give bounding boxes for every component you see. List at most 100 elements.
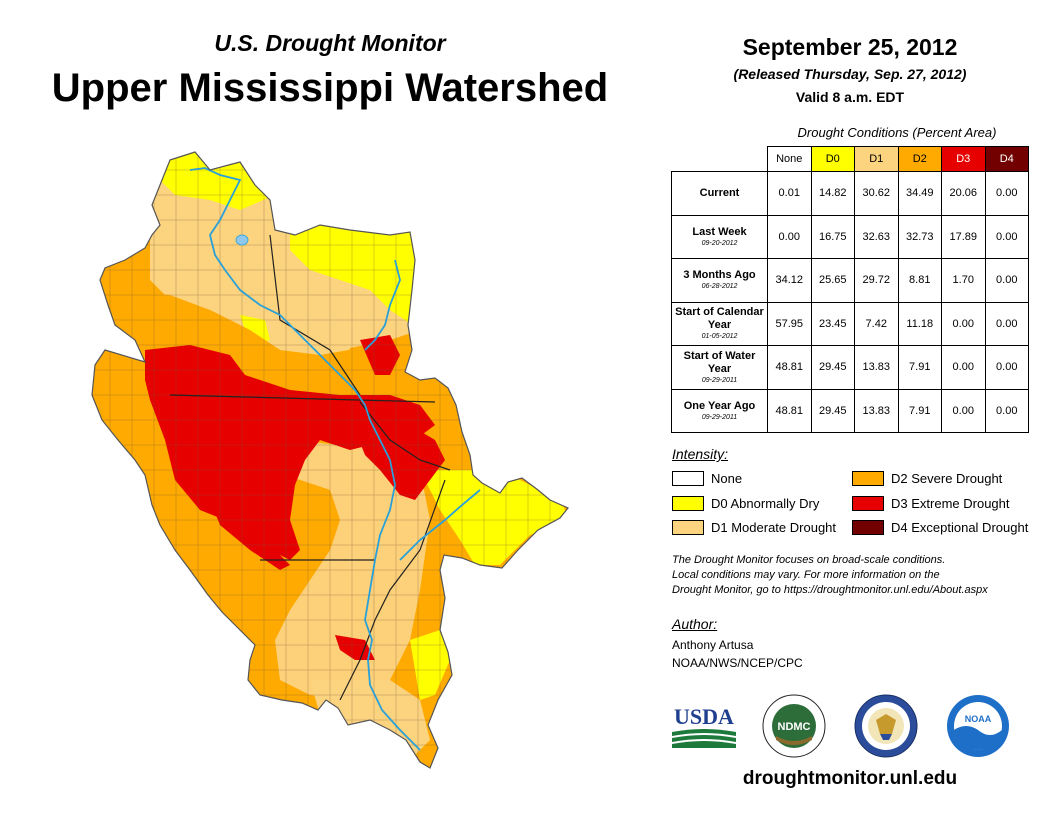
legend-swatch bbox=[672, 471, 704, 486]
table-cell: 0.00 bbox=[941, 301, 986, 346]
table-cell: 34.49 bbox=[897, 171, 942, 216]
ndmc-seal-icon: NDMC bbox=[762, 694, 826, 758]
row-label: Last Week 09-20-2012 bbox=[671, 214, 768, 259]
table-cell: 11.18 bbox=[897, 301, 942, 346]
table-cell: 0.00 bbox=[984, 258, 1029, 303]
table-cell: 7.91 bbox=[897, 345, 942, 390]
table-cell: 32.73 bbox=[897, 214, 942, 259]
ndmc-logo-text: NDMC bbox=[778, 721, 811, 733]
watershed-outline bbox=[91, 151, 569, 769]
table-cell: 32.63 bbox=[854, 214, 899, 259]
note-line: Drought Monitor, go to https://droughtmo… bbox=[672, 584, 988, 596]
table-row: 3 Months Ago 06-28-2012 34.12 25.65 29.72… bbox=[671, 258, 1029, 303]
table-row: Last Week 09-20-2012 0.00 16.75 32.63 32.… bbox=[671, 214, 1029, 259]
table-cell: 8.81 bbox=[897, 258, 942, 303]
row-label: Current bbox=[671, 171, 768, 216]
rivers bbox=[189, 167, 481, 751]
legend-label: D2 Severe Drought bbox=[891, 471, 1003, 486]
table-cell: 0.00 bbox=[984, 301, 1029, 346]
table-row: Current 0.01 14.82 30.62 34.49 20.06 0.0… bbox=[671, 171, 1029, 216]
row-date: 09-20-2012 bbox=[701, 239, 738, 247]
table-cell: 7.42 bbox=[854, 301, 899, 346]
legend-item-d3: D3 Extreme Drought bbox=[852, 496, 1010, 511]
legend-label: D1 Moderate Drought bbox=[711, 520, 837, 535]
map-title: Upper Mississippi Watershed bbox=[51, 66, 609, 110]
table-header-row: None D0 D1 D2 D3 D4 bbox=[671, 146, 1029, 172]
row-label: 3 Months Ago 06-28-2012 bbox=[671, 258, 768, 303]
d0-region-east bbox=[420, 470, 568, 565]
col-header-d0: D0 bbox=[810, 146, 855, 172]
table-cell: 34.12 bbox=[767, 258, 812, 303]
row-label: Start of Water Year 09-29-2011 bbox=[671, 345, 768, 390]
table-cell: 16.75 bbox=[810, 214, 855, 259]
note-line: The Drought Monitor focuses on broad-sca… bbox=[672, 554, 946, 566]
dept-commerce-seal-icon bbox=[854, 694, 918, 758]
author-org: NOAA/NWS/NCEP/CPC bbox=[672, 656, 803, 670]
table-cell: 7.91 bbox=[897, 388, 942, 433]
table-cell: 48.81 bbox=[767, 345, 812, 390]
map-date: September 25, 2012 bbox=[742, 34, 958, 60]
table-cell: 25.65 bbox=[810, 258, 855, 303]
col-header-d2: D2 bbox=[897, 146, 942, 172]
table-cell: 0.00 bbox=[941, 345, 986, 390]
lake-feature bbox=[235, 234, 249, 246]
row-date: 09-29-2011 bbox=[701, 413, 738, 421]
table-cell: 48.81 bbox=[767, 388, 812, 433]
legend-label: D3 Extreme Drought bbox=[891, 496, 1010, 511]
note-line: Local conditions may vary. For more info… bbox=[672, 569, 940, 581]
d3-region-east bbox=[355, 425, 445, 500]
usda-logo-icon: USDA bbox=[672, 704, 736, 748]
table-cell: 29.45 bbox=[810, 388, 855, 433]
legend-item-d1: D1 Moderate Drought bbox=[672, 520, 836, 535]
table-cell: 0.00 bbox=[984, 345, 1029, 390]
row-label-text: Start of Water Year bbox=[683, 349, 756, 375]
usda-logo-text: USDA bbox=[674, 704, 734, 729]
row-label-text: 3 Months Ago bbox=[683, 269, 756, 282]
row-date: 06-28-2012 bbox=[701, 283, 738, 291]
row-label: One Year Ago 09-29-2011 bbox=[671, 388, 768, 433]
table-cell: 0.00 bbox=[984, 171, 1029, 216]
table-cell: 30.62 bbox=[854, 171, 899, 216]
table-cell: 29.72 bbox=[854, 258, 899, 303]
legend-item-d4: D4 Exceptional Drought bbox=[852, 520, 1028, 535]
table-cell: 29.45 bbox=[810, 345, 855, 390]
legend-swatch bbox=[672, 520, 704, 535]
table-row: Start of Calendar Year 01-05-2012 57.95 2… bbox=[671, 301, 1029, 346]
valid-time: Valid 8 a.m. EDT bbox=[795, 89, 905, 105]
table-cell: 0.00 bbox=[767, 214, 812, 259]
table-cell: 0.00 bbox=[984, 214, 1029, 259]
legend-label: None bbox=[711, 471, 743, 486]
state-boundaries bbox=[169, 234, 451, 701]
drought-conditions-table: None D0 D1 D2 D3 D4 Current 0.01 14.82 3… bbox=[671, 146, 1029, 433]
drought-map bbox=[91, 151, 569, 769]
table-cell: 13.83 bbox=[854, 388, 899, 433]
legend-swatch bbox=[852, 496, 884, 511]
noaa-logo-text: NOAA bbox=[965, 714, 992, 724]
website-link[interactable]: droughtmonitor.unl.edu bbox=[742, 768, 958, 789]
col-header-d3: D3 bbox=[941, 146, 986, 172]
table-cell: 17.89 bbox=[941, 214, 986, 259]
table-row: One Year Ago 09-29-2011 48.81 29.45 13.83… bbox=[671, 388, 1029, 433]
table-caption: Drought Conditions (Percent Area) bbox=[797, 125, 997, 140]
row-date: 09-29-2011 bbox=[701, 376, 738, 384]
table-cell: 0.00 bbox=[941, 388, 986, 433]
legend-item-d0: D0 Abnormally Dry bbox=[672, 496, 819, 511]
author-title: Author: bbox=[672, 616, 718, 632]
author-name: Anthony Artusa bbox=[672, 638, 754, 652]
legend-swatch bbox=[852, 471, 884, 486]
table-cell: 1.70 bbox=[941, 258, 986, 303]
legend-swatch bbox=[672, 496, 704, 511]
col-header-d1: D1 bbox=[854, 146, 899, 172]
row-date: 01-05-2012 bbox=[701, 333, 738, 341]
table-corner bbox=[671, 146, 768, 172]
table-cell: 20.06 bbox=[941, 171, 986, 216]
row-label-text: One Year Ago bbox=[683, 399, 756, 412]
legend-label: D4 Exceptional Drought bbox=[891, 520, 1029, 535]
release-date: (Released Thursday, Sep. 27, 2012) bbox=[733, 66, 967, 82]
table-cell: 57.95 bbox=[767, 301, 812, 346]
legend-label: D0 Abnormally Dry bbox=[711, 496, 820, 511]
row-label-text: Start of Calendar Year bbox=[675, 306, 764, 332]
row-label-text: Last Week bbox=[692, 225, 747, 238]
map-subtitle: U.S. Drought Monitor bbox=[214, 30, 446, 56]
legend-title: Intensity: bbox=[672, 446, 729, 462]
